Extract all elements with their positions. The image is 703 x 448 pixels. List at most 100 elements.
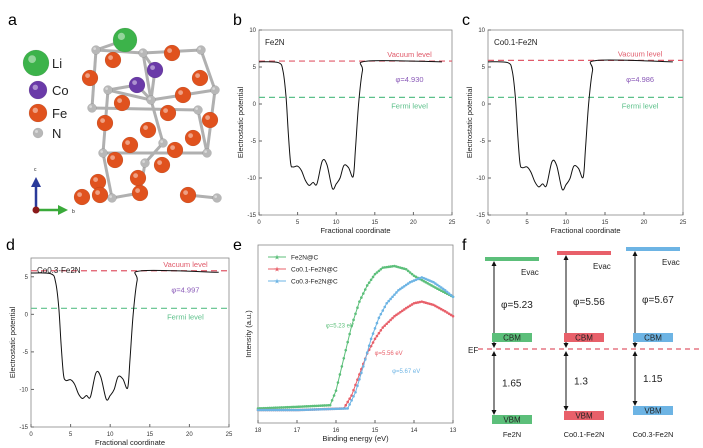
series-marker-2: [397, 289, 400, 292]
y-tick-label: 10: [478, 28, 485, 34]
series-marker-2: [449, 293, 453, 297]
series-marker-0: [284, 406, 287, 409]
series-marker-1: [424, 301, 428, 305]
series-marker-1: [373, 337, 377, 341]
arrow-head-down: [491, 410, 497, 415]
series-marker-0: [441, 290, 445, 294]
fe-atom-highlight: [205, 115, 211, 120]
fe-atom-highlight: [95, 190, 100, 196]
series-marker-0: [356, 306, 359, 310]
band-column-2: Evac φ=5.67 CBM 1.15 VBM Co0.3-Fe2N: [626, 247, 680, 439]
series-marker-2: [354, 390, 357, 394]
series-marker-0: [434, 286, 437, 289]
series-marker-1: [352, 388, 355, 392]
series-marker-2: [430, 280, 433, 283]
series-marker-2: [315, 408, 318, 411]
series-marker-0: [408, 271, 412, 274]
arrow-head-up: [632, 251, 638, 256]
series-marker-1: [379, 329, 383, 332]
arrow-head-down: [491, 343, 497, 348]
series-marker-0: [268, 406, 272, 410]
series-marker-2: [375, 321, 379, 325]
series-marker-0: [363, 288, 367, 291]
series-marker-2: [363, 358, 367, 361]
legend-fe-swatch-highlight: [32, 107, 38, 114]
band-column-0: Evac φ=5.23 CBM 1.65 VBM Fe2N: [485, 257, 539, 439]
series-marker-1: [432, 303, 435, 307]
legend-label-1: Co0.1-Fe2N@C: [291, 267, 338, 274]
series-marker-2: [276, 408, 279, 412]
legend-li-swatch-highlight: [28, 55, 36, 63]
legend-co-label: Co: [52, 83, 69, 98]
series-marker-0: [285, 405, 289, 409]
n-atom: [196, 45, 206, 55]
series-marker-2: [305, 408, 309, 412]
work-function-value: φ=5.67: [642, 295, 674, 306]
x-tick-label: 14: [411, 428, 418, 434]
fe-atom-highlight: [143, 125, 149, 130]
vbm-box: [633, 406, 673, 415]
series-marker-1: [387, 320, 390, 324]
series-marker-1: [354, 383, 357, 387]
y-tick-label: -15: [476, 213, 485, 219]
series-marker-0: [342, 356, 346, 360]
series-marker-0: [381, 266, 385, 269]
series-marker-2: [297, 408, 301, 412]
series-marker-2: [422, 276, 426, 280]
series-marker-1: [412, 301, 416, 305]
series-marker-0: [321, 404, 324, 407]
fe-atom-highlight: [195, 73, 201, 78]
fe-atom: [129, 169, 147, 187]
series-marker-2: [326, 407, 330, 411]
series-marker-0: [274, 406, 277, 410]
series-marker-0: [319, 404, 322, 407]
band-column-1: Evac φ=5.56 CBM 1.3 VBM Co0.1-Fe2N: [557, 251, 611, 439]
series-marker-2: [338, 407, 342, 410]
x-tick-label: 0: [29, 432, 33, 438]
n-atom: [91, 45, 101, 55]
series-marker-2: [317, 408, 320, 411]
vacuum-level-label: Vacuum level: [618, 49, 663, 58]
x-tick-label: 25: [449, 220, 456, 226]
bond: [196, 109, 209, 154]
series-marker-0: [352, 318, 355, 322]
series-marker-1: [436, 305, 439, 309]
fe-atom-highlight: [163, 108, 169, 113]
y-tick-label: -5: [480, 139, 486, 145]
series-marker-2: [321, 407, 324, 411]
n-atom: [212, 193, 222, 203]
series-marker-1: [420, 300, 424, 303]
series-marker-2: [399, 287, 402, 291]
series-marker-0: [430, 284, 433, 287]
series-marker-2: [295, 408, 299, 412]
n-atom: [87, 103, 97, 113]
series-marker-0: [365, 284, 369, 287]
series-marker-2: [408, 280, 412, 284]
series-marker-1: [440, 307, 443, 311]
panel-label-d: d: [6, 237, 15, 254]
series-marker-0: [301, 405, 305, 408]
li-atom: [112, 27, 138, 53]
series-marker-0: [323, 404, 326, 407]
series-marker-2: [268, 408, 272, 412]
chart-d: 0 5 10 15 20 25 -15 -10 -5 0 5 Fractional coordinat…: [8, 257, 233, 447]
gap-value: 1.65: [502, 379, 522, 390]
series-marker-0: [397, 265, 400, 269]
series-marker-2: [324, 407, 328, 411]
series-marker-2: [379, 312, 383, 316]
series-marker-2: [323, 407, 326, 411]
series-marker-2: [389, 297, 392, 301]
series-marker-1: [402, 308, 406, 311]
series-marker-0: [270, 406, 273, 410]
series-marker-0: [299, 405, 303, 408]
fe-atom-highlight: [178, 90, 184, 95]
series-marker-0: [330, 399, 334, 402]
vbm-label: VBM: [575, 412, 593, 421]
y-tick-label: 10: [249, 28, 256, 34]
fe-atom-highlight: [133, 173, 139, 179]
panel-label-f: f: [462, 237, 467, 254]
arrow-head-up: [563, 351, 569, 356]
fermi-level-label: EF: [468, 346, 478, 355]
